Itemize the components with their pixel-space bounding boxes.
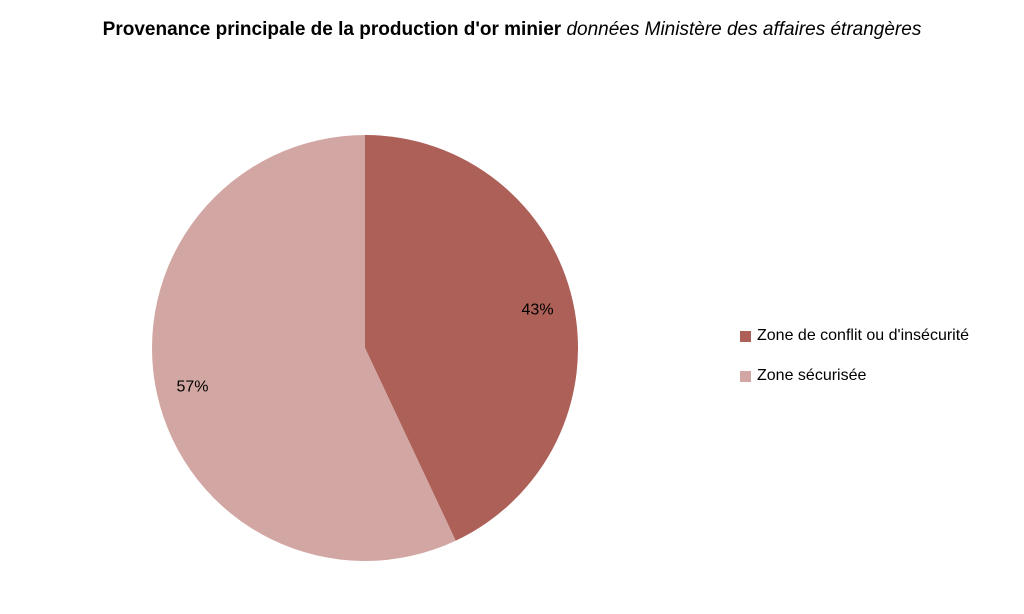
legend-label-conflict: Zone de conflit ou d'insécurité [757,327,970,344]
legend-item-secure: Zone sécurisée [740,356,969,396]
pie-slice-conflict [365,135,578,541]
legend: Zone de conflit ou d'insécurité Zone séc… [740,316,969,396]
pie-label-conflict: 43% [522,301,554,318]
legend-swatch-conflict [740,330,751,342]
legend-label-secure: Zone sécurisée [757,367,867,384]
chart-title-main: Provenance principale de la production d… [102,19,562,40]
chart-title: Provenance principale de la production d… [0,16,1024,44]
pie-label-secure: 57% [176,379,208,396]
chart-subtitle: données Ministère des affaires étrangère… [566,19,922,40]
legend-swatch-secure [740,370,751,382]
pie-slice-secure [151,135,456,561]
legend-item-conflict: Zone de conflit ou d'insécurité [740,316,969,356]
